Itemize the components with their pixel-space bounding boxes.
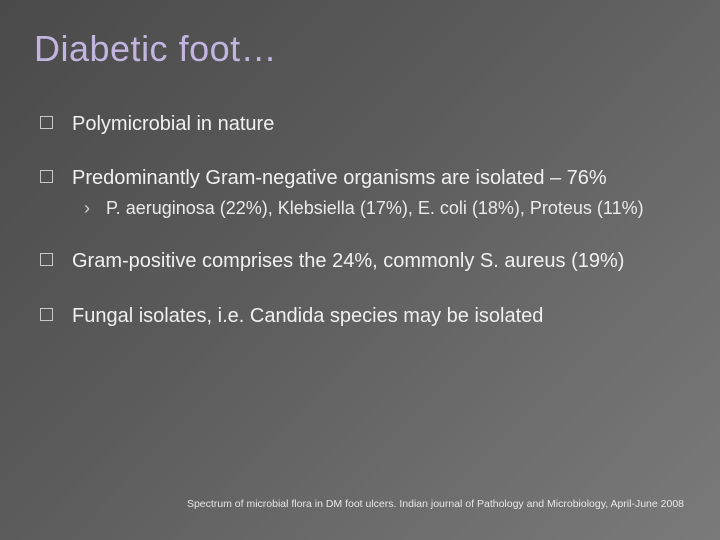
square-bullet-icon bbox=[40, 253, 53, 266]
bullet-text: Gram-positive comprises the 24%, commonl… bbox=[72, 250, 624, 272]
bullet-item: Fungal isolates, i.e. Candida species ma… bbox=[40, 304, 686, 328]
bullet-text: Polymicrobial in nature bbox=[72, 113, 274, 135]
chevron-right-icon: › bbox=[84, 197, 90, 220]
sub-bullet-text: P. aeruginosa (22%), Klebsiella (17%), E… bbox=[106, 198, 644, 218]
slide-title: Diabetic foot… bbox=[34, 28, 686, 70]
bullet-item: Gram-positive comprises the 24%, commonl… bbox=[40, 249, 686, 273]
square-bullet-icon bbox=[40, 170, 53, 183]
bullet-text: Predominantly Gram-negative organisms ar… bbox=[72, 167, 607, 189]
square-bullet-icon bbox=[40, 116, 53, 129]
citation-text: Spectrum of microbial flora in DM foot u… bbox=[187, 498, 684, 510]
sub-bullet-item: › P. aeruginosa (22%), Klebsiella (17%),… bbox=[84, 197, 686, 220]
bullet-list: Polymicrobial in nature Predominantly Gr… bbox=[34, 112, 686, 328]
sub-bullet-list: › P. aeruginosa (22%), Klebsiella (17%),… bbox=[72, 197, 686, 220]
slide-container: Diabetic foot… Polymicrobial in nature P… bbox=[0, 0, 720, 540]
bullet-item: Predominantly Gram-negative organisms ar… bbox=[40, 166, 686, 219]
bullet-item: Polymicrobial in nature bbox=[40, 112, 686, 136]
square-bullet-icon bbox=[40, 308, 53, 321]
bullet-text: Fungal isolates, i.e. Candida species ma… bbox=[72, 305, 543, 327]
